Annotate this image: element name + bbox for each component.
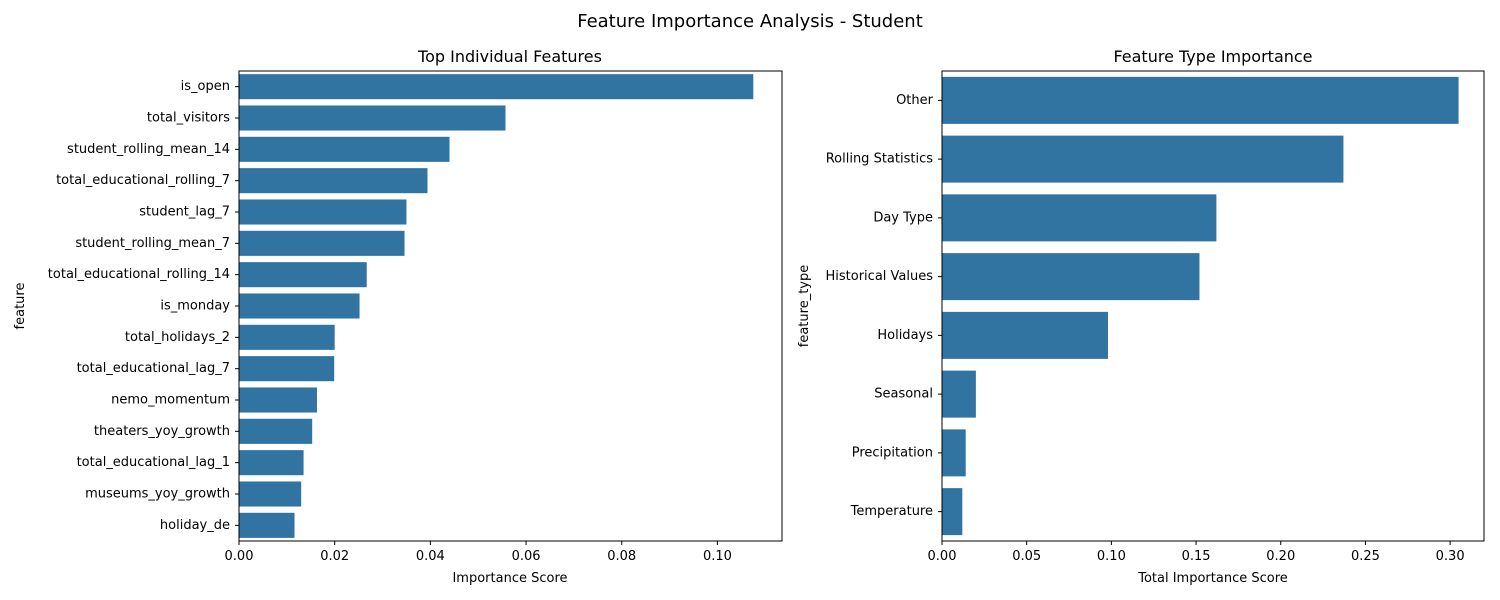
y-tick-label: student_lag_7 [139, 205, 230, 220]
bar-total-educational-rolling-7 [239, 168, 428, 194]
x-tick-label: 0.05 [1012, 549, 1041, 564]
x-tick-label: 0.04 [416, 549, 445, 564]
bar-total-holidays-2 [239, 324, 335, 350]
bar-is-monday [239, 293, 360, 319]
y-tick-label: is_open [181, 79, 230, 94]
x-tick-label: 0.10 [1097, 549, 1126, 564]
bar-theaters-yoy-growth [239, 418, 313, 444]
y-tick-label: Holidays [877, 328, 933, 343]
bar-total-educational-lag-7 [239, 356, 335, 382]
y-tick-label: Seasonal [874, 387, 933, 402]
bar-other [942, 76, 1459, 124]
y-tick-label: museums_yoy_growth [85, 487, 230, 502]
bar-holidays [942, 311, 1108, 359]
x-tick-label: 0.10 [703, 549, 732, 564]
plot-frame [941, 70, 1485, 542]
y-tick-label: nemo_momentum [111, 393, 230, 408]
y-tick-label: Other [896, 93, 934, 108]
bar-historical-values [942, 253, 1200, 301]
x-tick-label: 0.25 [1351, 549, 1380, 564]
x-tick-label: 0.00 [225, 549, 254, 564]
bar-precipitation [942, 429, 966, 477]
feature-type-chart: Feature Type Importance Total Importance… [797, 47, 1485, 586]
y-tick-label: total_educational_rolling_7 [56, 173, 230, 188]
chart-title: Feature Type Importance [1113, 47, 1312, 66]
x-tick-label: 0.06 [512, 549, 541, 564]
x-tick-label: 0.02 [320, 549, 349, 564]
y-tick-label: Day Type [873, 210, 933, 225]
y-tick-label: total_holidays_2 [125, 330, 230, 345]
bar-museums-yoy-growth [239, 481, 302, 507]
y-tick-label: Precipitation [852, 445, 933, 460]
x-tick-label: 0.20 [1266, 549, 1295, 564]
y-tick-label: total_educational_rolling_14 [48, 267, 230, 282]
y-axis-label: feature [13, 283, 28, 330]
x-tick-label: 0.15 [1182, 549, 1211, 564]
bar-rolling-statistics [942, 135, 1344, 183]
bar-student-rolling-mean-7 [239, 230, 405, 256]
x-axis-label: Importance Score [452, 571, 567, 586]
x-tick-label: 0.00 [928, 549, 957, 564]
bar-student-lag-7 [239, 199, 407, 225]
y-tick-label: Historical Values [826, 269, 934, 284]
x-axis-label: Total Importance Score [1137, 571, 1288, 586]
x-tick-label: 0.30 [1436, 549, 1465, 564]
bar-temperature [942, 488, 963, 536]
y-tick-label: Temperature [850, 504, 933, 519]
y-axis-label: feature_type [797, 265, 812, 347]
chart-title: Top Individual Features [417, 47, 602, 66]
y-tick-label: student_rolling_mean_7 [75, 236, 230, 251]
bar-day-type [942, 194, 1217, 242]
y-tick-label: total_educational_lag_1 [77, 455, 230, 470]
y-tick-label: Rolling Statistics [826, 152, 934, 167]
y-tick-label: student_rolling_mean_14 [67, 142, 230, 157]
y-tick-label: is_monday [160, 299, 230, 314]
y-tick-label: total_educational_lag_7 [77, 361, 230, 376]
y-tick-label: holiday_de [160, 518, 230, 533]
individual-features-chart: Top Individual Features Importance Score… [13, 47, 783, 586]
y-tick-label: total_visitors [147, 111, 230, 126]
bar-nemo-momentum [239, 387, 317, 413]
x-tick-label: 0.08 [607, 549, 636, 564]
bar-holiday-de [239, 512, 295, 538]
bar-total-educational-rolling-14 [239, 262, 367, 288]
bar-total-visitors [239, 105, 506, 131]
bar-seasonal [942, 370, 976, 418]
bar-student-rolling-mean-14 [239, 136, 450, 162]
y-tick-label: theaters_yoy_growth [94, 424, 230, 439]
figure-title: Feature Importance Analysis - Student [577, 11, 923, 32]
bar-is-open [239, 74, 754, 100]
bar-total-educational-lag-1 [239, 450, 304, 476]
